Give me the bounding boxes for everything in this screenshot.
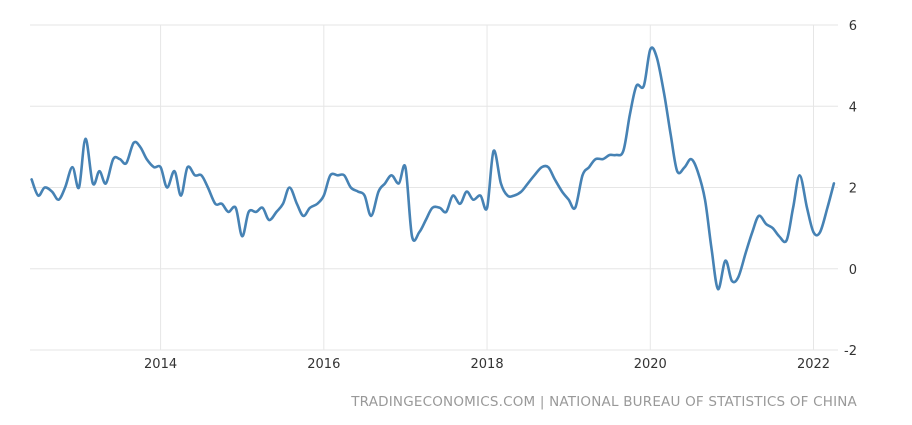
grid — [30, 24, 838, 351]
x-axis-ticks: 2014 2016 2018 2020 2022 — [144, 357, 830, 372]
x-tick-label: 2016 — [307, 357, 340, 372]
x-tick-label: 2018 — [471, 357, 504, 372]
y-tick-label: 4 — [849, 100, 857, 115]
y-tick-label: 0 — [849, 263, 857, 278]
y-tick-label: 6 — [849, 19, 857, 34]
x-tick-label: 2014 — [144, 357, 177, 372]
source-credit: TRADINGECONOMICS.COM | NATIONAL BUREAU O… — [351, 394, 857, 410]
y-axis-ticks: 6 4 2 0 -2 — [844, 19, 857, 359]
x-tick-label: 2020 — [634, 357, 667, 372]
y-tick-label: -2 — [844, 344, 857, 359]
series-line — [30, 46, 836, 291]
y-tick-label: 2 — [849, 182, 857, 197]
x-tick-label: 2022 — [797, 357, 830, 372]
